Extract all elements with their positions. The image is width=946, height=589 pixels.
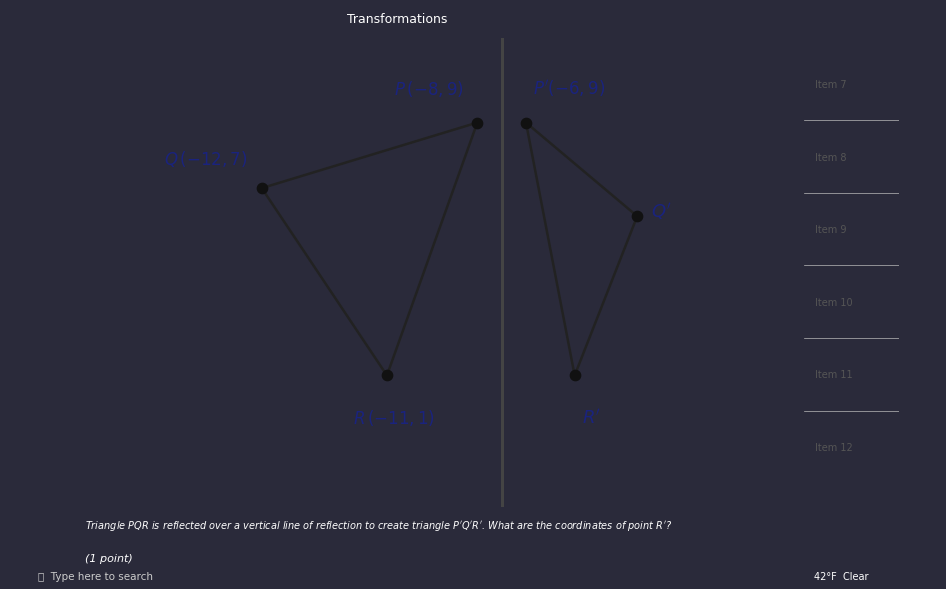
Text: $R\,(-11,1)$: $R\,(-11,1)$	[353, 408, 435, 428]
Text: (1 point): (1 point)	[85, 554, 132, 564]
Text: $Q\,(-12,7)$: $Q\,(-12,7)$	[165, 150, 248, 170]
Text: Triangle $PQR$ is reflected over a vertical line of reflection to create triangl: Triangle $PQR$ is reflected over a verti…	[85, 519, 673, 533]
Point	[379, 370, 394, 380]
Text: $R'$: $R'$	[582, 408, 601, 427]
Text: 42°F  Clear: 42°F Clear	[814, 573, 868, 582]
Text: $P'(-6,9)$: $P'(-6,9)$	[533, 78, 605, 99]
Text: Item 12: Item 12	[815, 443, 853, 453]
Point	[470, 118, 485, 127]
Text: $Q'$: $Q'$	[651, 201, 672, 222]
Text: $P\,(-8,9)$: $P\,(-8,9)$	[394, 79, 464, 99]
Point	[630, 211, 645, 221]
Point	[567, 370, 582, 380]
Text: Transformations: Transformations	[347, 12, 447, 26]
Text: Item 11: Item 11	[815, 370, 853, 380]
Text: Item 9: Item 9	[815, 225, 847, 235]
Point	[254, 183, 270, 193]
Text: 🔍  Type here to search: 🔍 Type here to search	[38, 573, 153, 582]
Point	[518, 118, 534, 127]
Text: Item 8: Item 8	[815, 153, 847, 163]
Text: Item 10: Item 10	[815, 298, 853, 308]
Text: Item 7: Item 7	[815, 80, 847, 90]
